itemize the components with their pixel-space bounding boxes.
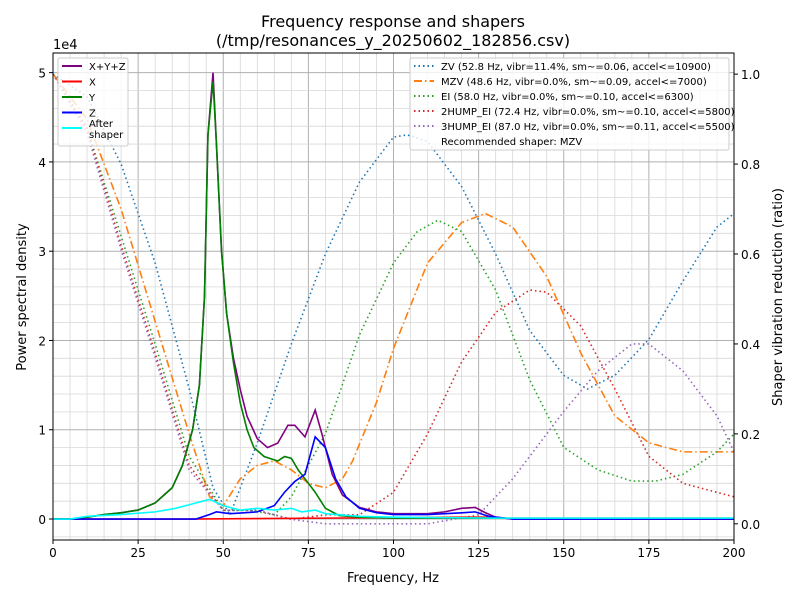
shaper-line-zv	[52, 73, 735, 517]
psd-line-after	[53, 498, 734, 520]
y-tick-label: 3	[38, 245, 46, 259]
chart-title: Frequency response and shapers	[261, 12, 525, 31]
x-tick-label: 100	[382, 546, 405, 560]
recommended-shaper-label: Recommended shaper: MZV	[441, 137, 582, 148]
shaper-line-2hump-ei	[52, 73, 735, 521]
x-tick-label: 0	[49, 546, 57, 560]
y-tick-label: 2	[38, 334, 46, 348]
y2-axis-label: Shaper vibration reduction (ratio)	[771, 188, 786, 406]
y-tick-label: 4	[38, 156, 46, 170]
legend-label: X	[89, 78, 96, 89]
x-tick-label: 50	[216, 546, 231, 560]
y2-tick-label: 0.6	[741, 248, 760, 262]
legend-label: 3HUMP_EI (87.0 Hz, vibr=0.0%, sm~=0.11, …	[441, 122, 735, 133]
shaper-line-ei	[52, 73, 735, 516]
legend-label: ZV (52.8 Hz, vibr=11.4%, sm~=0.06, accel…	[441, 62, 711, 73]
shaper-line-3hump-ei	[52, 73, 735, 525]
y2-tick-label: 0.4	[741, 338, 760, 352]
psd-line-z	[53, 435, 734, 520]
shaper-legend	[409, 57, 730, 151]
plot-frame	[52, 52, 735, 541]
y2-tick-label: 0.2	[741, 428, 760, 442]
psd-legend	[57, 57, 129, 147]
chart-subtitle: (/tmp/resonances_y_20250602_182856.csv)	[216, 31, 570, 51]
y-tick-label: 5	[38, 67, 46, 81]
x-tick-label: 175	[637, 546, 660, 560]
legend-label: Z	[89, 109, 96, 120]
y2-tick-label: 1.0	[741, 68, 760, 82]
y-axis-label: Power spectral density	[15, 223, 30, 371]
legend-label: EI (58.0 Hz, vibr=0.0%, sm~=0.10, accel<…	[441, 92, 694, 103]
y2-tick-label: 0.0	[741, 518, 760, 532]
x-tick-label: 75	[301, 546, 316, 560]
x-tick-label: 150	[552, 546, 575, 560]
legend-label: Y	[88, 93, 96, 104]
x-tick-label: 200	[723, 546, 746, 560]
shaper-line-mzv	[52, 73, 734, 507]
x-tick-label: 125	[467, 546, 490, 560]
y-tick-label: 0	[38, 513, 46, 527]
y-offset-label: 1e4	[53, 38, 78, 53]
legend-label: shaper	[89, 130, 124, 141]
legend-label: X+Y+Z	[89, 62, 126, 73]
legend-label: After	[89, 119, 114, 130]
psd-line-y	[53, 81, 734, 520]
y2-tick-label: 0.8	[741, 158, 760, 172]
legend-label: MZV (48.6 Hz, vibr=0.0%, sm~=0.09, accel…	[441, 77, 707, 88]
x-tick-label: 25	[130, 546, 145, 560]
y-tick-label: 1	[38, 424, 46, 438]
legend-label: 2HUMP_EI (72.4 Hz, vibr=0.0%, sm~=0.10, …	[441, 107, 735, 118]
x-axis-label: Frequency, Hz	[347, 571, 439, 586]
